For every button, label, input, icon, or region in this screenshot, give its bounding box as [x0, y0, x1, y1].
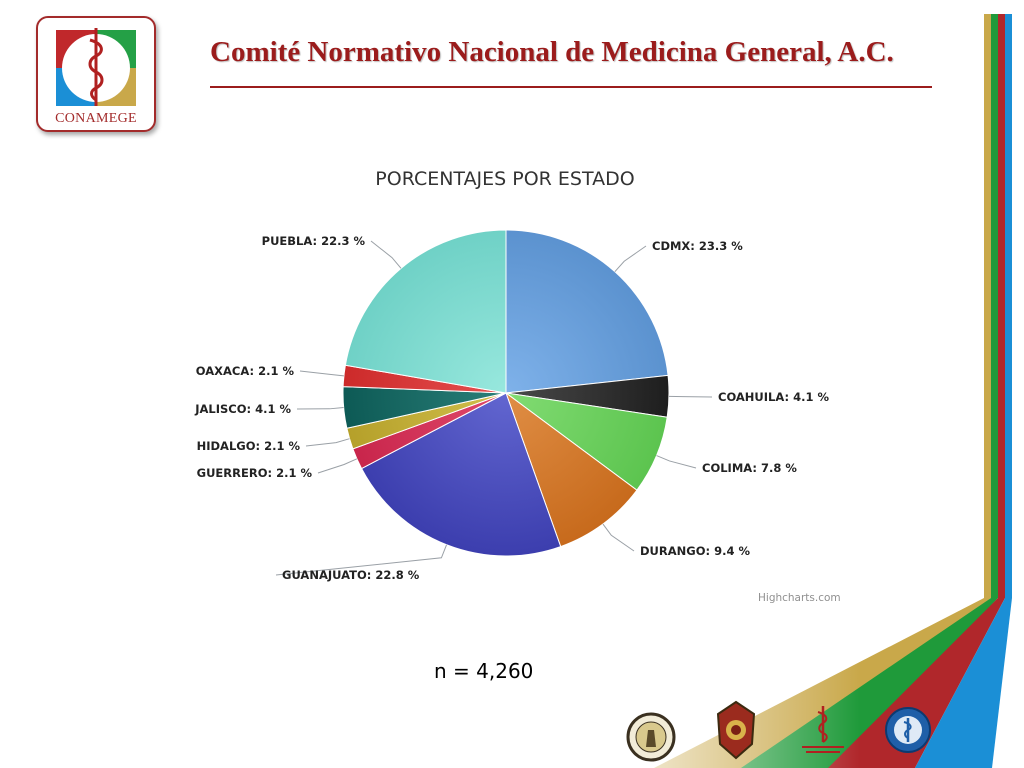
- heraldic-seal-icon: [716, 700, 756, 760]
- label-connector: [296, 407, 344, 410]
- title-divider: [210, 86, 932, 88]
- stripe-vertical: [991, 14, 998, 598]
- organization-title: Comité Normativo Nacional de Medicina Ge…: [210, 36, 894, 68]
- certification-council-logo-icon: [802, 706, 844, 753]
- data-label-coahuila: COAHUILA: 4.1 %: [718, 390, 829, 404]
- pie-slice-guanajuato[interactable]: [360, 392, 562, 557]
- label-connector: [317, 458, 358, 474]
- chart-title: PORCENTAJES POR ESTADO: [375, 168, 635, 190]
- label-connector: [614, 245, 647, 273]
- data-label-cdmx: CDMX: 23.3 %: [652, 239, 743, 253]
- label-connector: [668, 395, 713, 398]
- pie-slice-cdmx[interactable]: [505, 229, 669, 394]
- stripe-diagonal: [915, 598, 1012, 768]
- chart-credits[interactable]: Highcharts.com: [758, 592, 841, 604]
- data-label-oaxaca: OAXACA: 2.1 %: [196, 364, 295, 378]
- label-connector: [299, 370, 344, 377]
- data-label-guerrero: GUERRERO: 2.1 %: [197, 466, 313, 480]
- pie-slice-puebla[interactable]: [344, 229, 507, 394]
- stripe-fade: [560, 598, 860, 768]
- data-label-durango: DURANGO: 9.4 %: [640, 544, 750, 558]
- label-connector: [370, 240, 402, 269]
- data-label-colima: COLIMA: 7.8 %: [702, 461, 797, 475]
- label-connector: [656, 455, 697, 469]
- label-connector: [305, 438, 350, 447]
- label-connector: [275, 544, 447, 576]
- stripe-vertical: [984, 14, 991, 598]
- data-label-jalisco: JALISCO: 4.1 %: [194, 402, 291, 416]
- data-label-guanajuato: GUANAJUATO: 22.8 %: [282, 568, 420, 582]
- data-label-hidalgo: HIDALGO: 2.1 %: [197, 439, 301, 453]
- stripe-vertical: [998, 14, 1005, 598]
- conamege-logo: CONAMEGE: [36, 16, 156, 132]
- data-label-puebla: PUEBLA: 22.3 %: [262, 234, 366, 248]
- medical-association-seal-icon: [885, 707, 931, 753]
- stripe-vertical: [1005, 14, 1012, 598]
- academy-seal-icon: [626, 712, 676, 762]
- caduceus-logo-icon: [56, 28, 136, 106]
- sample-size-note: n = 4,260: [434, 659, 534, 683]
- stripe-diagonal: [828, 598, 1005, 768]
- pie-slice-durango[interactable]: [504, 391, 638, 548]
- logo-text: CONAMEGE: [55, 111, 137, 126]
- label-connector: [602, 523, 635, 552]
